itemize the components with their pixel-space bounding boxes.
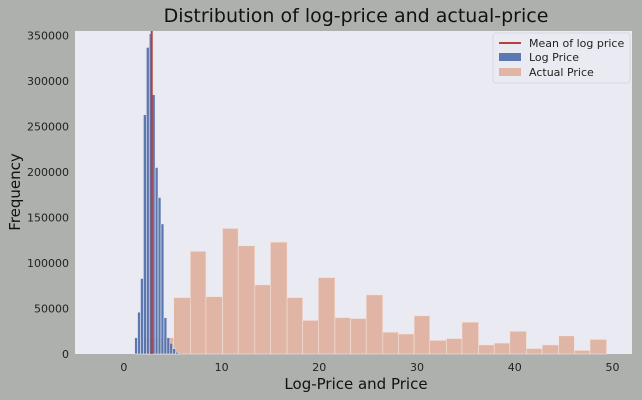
y-tick-label: 250000 xyxy=(27,121,69,134)
actual-price-bar xyxy=(222,228,239,355)
x-tick-label: 10 xyxy=(215,361,229,374)
actual-price-bar xyxy=(526,348,543,355)
actual-price-bar xyxy=(478,344,495,355)
actual-price-bar xyxy=(334,317,351,355)
actual-price-bar xyxy=(190,250,207,355)
y-axis-ticks: 0 50000 100000 150000 200000 250000 300000 3500… xyxy=(27,30,69,361)
log-price-bar xyxy=(160,223,165,355)
actual-price-bar xyxy=(558,335,575,355)
log-price-bar xyxy=(163,317,168,355)
log-price-bar xyxy=(146,47,150,355)
log-price-bar xyxy=(166,337,171,355)
actual-price-bar xyxy=(205,296,223,355)
legend-box xyxy=(492,32,631,84)
actual-price-bar xyxy=(270,241,288,355)
actual-price-bar xyxy=(382,331,399,355)
actual-price-bar xyxy=(461,321,479,355)
legend-swatch-log xyxy=(499,53,521,61)
y-tick-label: 0 xyxy=(62,348,69,361)
actual-price-bars xyxy=(143,228,607,355)
plot-area xyxy=(75,31,632,354)
actual-price-bar xyxy=(350,318,367,355)
y-tick-label: 100000 xyxy=(27,257,69,270)
x-tick-label: 50 xyxy=(605,361,619,374)
x-axis-ticks: 0 10 20 30 40 50 xyxy=(120,361,619,374)
actual-price-bar xyxy=(254,284,271,355)
actual-price-bar xyxy=(589,339,607,355)
x-tick-label: 30 xyxy=(410,361,424,374)
y-tick-label: 150000 xyxy=(27,212,69,225)
actual-price-bar xyxy=(286,297,303,355)
log-price-bar xyxy=(143,114,147,355)
actual-price-bar xyxy=(365,294,384,355)
y-axis-label: Frequency xyxy=(6,153,24,231)
legend-label-mean: Mean of log price xyxy=(529,37,624,50)
log-price-bar xyxy=(172,348,176,355)
y-tick-label: 300000 xyxy=(27,75,69,88)
actual-price-bar xyxy=(509,330,527,355)
actual-price-bar xyxy=(541,344,560,355)
actual-price-bar xyxy=(173,297,191,355)
actual-price-bar xyxy=(574,350,591,355)
actual-price-bar xyxy=(413,315,431,355)
actual-price-bar xyxy=(318,277,336,355)
x-tick-label: 20 xyxy=(312,361,326,374)
y-tick-label: 200000 xyxy=(27,166,69,179)
actual-price-bar xyxy=(237,245,256,355)
legend: Mean of log price Log Price Actual Price xyxy=(492,32,631,84)
actual-price-bar xyxy=(493,342,511,355)
y-tick-label: 50000 xyxy=(34,303,69,316)
log-price-bar xyxy=(134,337,138,355)
actual-price-bar xyxy=(302,320,319,355)
log-price-bar xyxy=(169,342,174,355)
legend-label-log: Log Price xyxy=(529,51,579,64)
log-price-bar xyxy=(157,197,162,355)
actual-price-bar xyxy=(429,340,447,355)
log-price-bar xyxy=(154,167,159,355)
log-price-bar xyxy=(175,351,179,355)
x-tick-label: 0 xyxy=(120,361,127,374)
x-tick-label: 40 xyxy=(508,361,522,374)
x-axis-label: Log-Price and Price xyxy=(284,375,427,393)
legend-swatch-actual xyxy=(499,68,521,76)
log-price-bar xyxy=(140,278,144,355)
actual-price-bar xyxy=(446,338,463,355)
chart-title: Distribution of log-price and actual-pri… xyxy=(164,5,549,27)
legend-label-actual: Actual Price xyxy=(529,66,594,79)
actual-price-bar xyxy=(398,333,415,355)
y-tick-label: 350000 xyxy=(27,30,69,43)
log-price-bar xyxy=(137,311,141,355)
